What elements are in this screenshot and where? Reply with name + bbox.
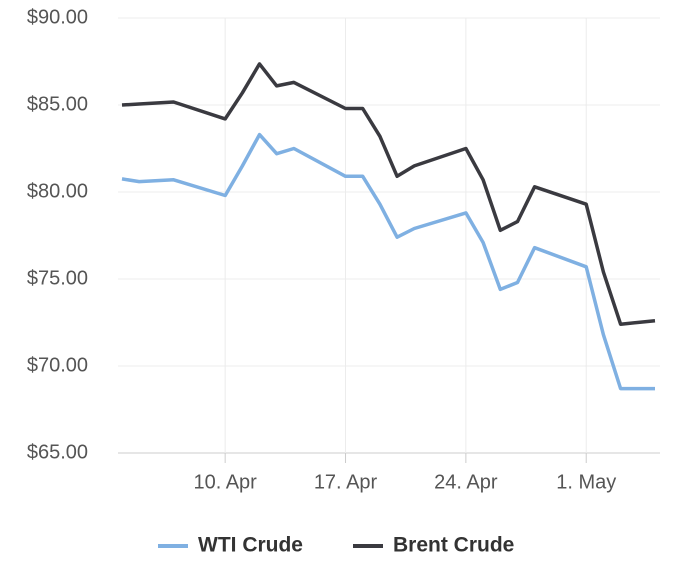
x-tick-label: 1. May	[556, 471, 616, 493]
x-tick-label: 10. Apr	[193, 471, 257, 493]
y-tick-label: $80.00	[27, 180, 88, 202]
legend-label: WTI Crude	[198, 534, 303, 557]
y-tick-label: $70.00	[27, 354, 88, 376]
series-line	[121, 132, 655, 391]
y-tick-label: $65.00	[27, 441, 88, 463]
x-tick-label: 24. Apr	[434, 471, 498, 493]
y-tick-label: $75.00	[27, 267, 88, 289]
y-tick-label: $90.00	[27, 6, 88, 28]
legend-label: Brent Crude	[393, 534, 514, 557]
y-tick-label: $85.00	[27, 93, 88, 115]
series-line	[121, 62, 656, 326]
x-tick-label: 17. Apr	[314, 471, 378, 493]
